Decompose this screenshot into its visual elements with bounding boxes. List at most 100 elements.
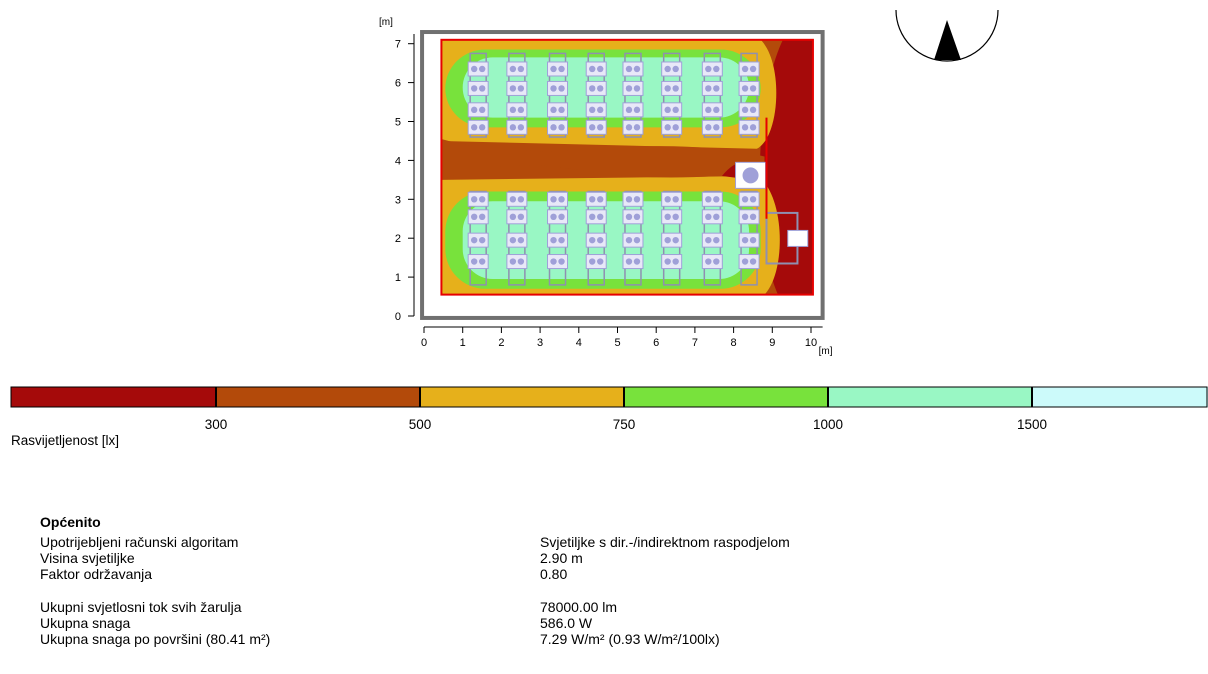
luminaire-lamp (633, 106, 641, 114)
luminaire (506, 191, 528, 207)
luminaire-lamp (478, 196, 486, 203)
luminaire (467, 209, 489, 225)
luminaire-lamp (470, 106, 478, 114)
info-label: Upotrijebljeni računski algoritam (40, 534, 239, 550)
luminaire-lamp (597, 124, 604, 131)
luminaire-lamp (713, 65, 720, 73)
zone-corridor (441, 139, 765, 180)
luminaire-lamp (633, 124, 641, 131)
luminaire-lamp (550, 85, 557, 92)
x-axis-unit: [m] (819, 346, 833, 357)
info-heading: Općenito (40, 514, 101, 530)
luminaire-lamp (741, 196, 749, 203)
luminaire-lamp (705, 236, 712, 244)
luminaire (738, 119, 760, 135)
luminaire (622, 119, 644, 135)
luminaire-lamp (741, 65, 749, 73)
luminaire-lamp (470, 85, 478, 92)
luminaire-lamp (625, 213, 633, 221)
luminaire-lamp (741, 85, 749, 92)
luminaire-lamp (509, 65, 517, 73)
luminaire-lamp (597, 213, 604, 221)
luminaire-lamp (589, 196, 596, 203)
illuminance-legend: 300 500 750 1000 1500 (10, 386, 1208, 432)
x-tick-label: 3 (537, 337, 543, 349)
x-tick-label: 1 (460, 337, 466, 349)
luminaire (701, 119, 723, 135)
luminaire-lamp (597, 85, 604, 92)
luminaire (506, 102, 528, 118)
x-tick-label: 9 (769, 337, 775, 349)
luminaire-lamp (558, 106, 565, 114)
luminaire (467, 232, 489, 248)
luminaire-lamp (713, 124, 720, 131)
luminaire-lamp (589, 106, 596, 114)
legend-swatch (624, 387, 828, 407)
luminaire-lamp (517, 85, 525, 92)
luminaire-lamp (741, 258, 749, 265)
luminaire (622, 232, 644, 248)
luminaire-lamp (558, 196, 565, 203)
luminaire-lamp (672, 106, 679, 114)
info-label: Ukupna snaga (40, 615, 131, 631)
luminaire-lamp (633, 258, 641, 265)
info-value: 7.29 W/m² (0.93 W/m²/100lx) (540, 631, 720, 647)
luminaire (622, 102, 644, 118)
room-plan (420, 30, 825, 320)
luminaire-lamp (664, 85, 671, 92)
luminaire (506, 119, 528, 135)
luminaire (506, 61, 528, 77)
luminaire-lamp (625, 196, 633, 203)
luminaire (701, 254, 723, 270)
x-tick-label: 5 (614, 337, 620, 349)
luminaire (467, 80, 489, 96)
luminaire-lamp (625, 124, 633, 131)
y-tick-label: 3 (395, 194, 401, 206)
luminaire-lamp (597, 106, 604, 114)
luminaire-lamp (517, 106, 525, 114)
luminaire (738, 232, 760, 248)
luminaire-lamp (550, 196, 557, 203)
x-tick-label: 4 (576, 337, 582, 349)
luminaire-lamp (550, 124, 557, 131)
legend-frame (10, 386, 1208, 408)
y-tick-label: 0 (395, 311, 401, 323)
luminaire (738, 80, 760, 96)
luminaire (547, 254, 569, 270)
luminaire-lamp (589, 258, 596, 265)
luminaire (506, 254, 528, 270)
luminaire (661, 191, 683, 207)
luminaire-lamp (625, 236, 633, 244)
luminaire-lamp (558, 258, 565, 265)
luminaire-lamp (705, 85, 712, 92)
luminaire-lamp (705, 106, 712, 114)
luminaire-lamp (625, 106, 633, 114)
luminaire-lamp (478, 258, 486, 265)
legend-swatch (216, 387, 420, 407)
luminaire (585, 119, 607, 135)
y-tick-label: 4 (395, 155, 401, 167)
x-tick-label: 2 (498, 337, 504, 349)
luminaire (585, 254, 607, 270)
luminaire (622, 80, 644, 96)
luminaire-lamp (713, 213, 720, 221)
luminaire (585, 80, 607, 96)
luminaire-lamp (633, 65, 641, 73)
info-value: Svjetiljke s dir.-/indirektnom raspodjel… (540, 534, 790, 550)
luminaire-lamp (672, 258, 679, 265)
luminaire (547, 80, 569, 96)
luminaire-lamp (741, 236, 749, 244)
legend-label: Rasvijetljenost [lx] (11, 433, 119, 448)
luminaire-lamp (550, 258, 557, 265)
luminaire-lamp (713, 196, 720, 203)
luminaire-lamp (664, 196, 671, 203)
luminaire-lamp (478, 213, 486, 221)
info-label: Faktor održavanja (40, 566, 153, 582)
luminaire-lamp (478, 124, 486, 131)
luminaire-lamp (705, 124, 712, 131)
luminaire-lamp (589, 85, 596, 92)
luminaire-lamp (749, 236, 757, 244)
luminaire (661, 119, 683, 135)
info-label: Ukupni svjetlosni tok svih žarulja (40, 599, 242, 615)
